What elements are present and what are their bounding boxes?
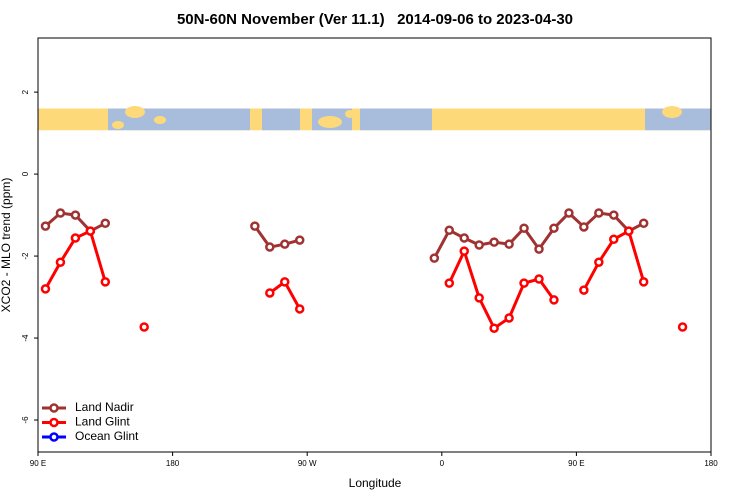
point <box>444 278 455 288</box>
legend-label: Land Nadir <box>75 400 134 414</box>
point <box>265 242 275 252</box>
point <box>100 218 111 229</box>
band-ocean <box>262 108 300 131</box>
point <box>444 225 455 235</box>
point <box>280 239 290 249</box>
point <box>623 226 634 236</box>
point <box>459 233 469 243</box>
legend-label: Land Glint <box>75 415 130 429</box>
legend-marker <box>49 432 59 442</box>
point <box>280 277 290 287</box>
point <box>474 293 484 303</box>
y-tick-label: 0 <box>21 171 30 176</box>
chart-title: 50N-60N November (Ver 11.1) 2014-09-06 t… <box>177 11 573 28</box>
band-land-patch <box>125 106 145 118</box>
point <box>294 235 305 245</box>
point <box>265 288 275 298</box>
y-tick-label: 2 <box>21 89 30 94</box>
point <box>594 257 604 267</box>
series-line <box>253 225 301 249</box>
band-land-patch <box>154 116 166 124</box>
point <box>534 244 544 254</box>
point <box>549 223 559 233</box>
x-tick-label: 180 <box>704 459 718 468</box>
legend-label: Ocean Glint <box>75 429 139 443</box>
point <box>638 218 649 229</box>
point <box>139 322 149 332</box>
point <box>459 246 469 256</box>
point <box>85 226 96 236</box>
band-land-patch <box>318 116 342 128</box>
x-tick-label: 90 E <box>30 459 46 468</box>
point <box>534 274 544 284</box>
band-ocean <box>645 108 711 131</box>
point <box>677 322 688 332</box>
point <box>294 304 305 314</box>
point <box>489 323 499 333</box>
point <box>609 210 619 220</box>
band-land-patch <box>345 110 355 118</box>
point <box>609 234 619 245</box>
point <box>594 208 604 218</box>
point <box>519 223 529 233</box>
y-tick-label: -4 <box>21 334 30 342</box>
point <box>519 278 529 288</box>
legend-marker <box>49 417 59 428</box>
plot-frame <box>37 37 712 453</box>
point <box>579 285 589 295</box>
point <box>489 237 499 247</box>
point <box>70 210 81 220</box>
point <box>40 284 51 294</box>
point <box>55 208 66 218</box>
x-tick-label: 90 W <box>298 459 317 468</box>
point <box>564 208 574 218</box>
x-tick-label: 90 E <box>568 459 584 468</box>
x-tick-label: 0 <box>440 459 445 468</box>
map-band <box>38 106 711 131</box>
y-tick-label: -6 <box>21 416 30 424</box>
point <box>638 277 649 287</box>
y-axis-label: XCO2 - MLO trend (ppm) <box>0 178 13 313</box>
x-axis-label: Longitude <box>349 476 402 490</box>
point <box>250 221 260 231</box>
point <box>504 239 514 249</box>
point <box>429 253 440 263</box>
point <box>504 313 514 323</box>
point <box>70 233 81 243</box>
x-tick-label: 180 <box>166 459 180 468</box>
band-land-patch <box>662 106 682 118</box>
point <box>579 222 589 232</box>
legend-marker <box>49 403 59 413</box>
point <box>55 257 66 267</box>
point <box>474 240 484 250</box>
point <box>40 221 51 231</box>
band-ocean <box>360 108 432 131</box>
point <box>100 277 111 287</box>
series-line <box>447 247 556 331</box>
band-land-patch <box>112 121 124 129</box>
y-tick-label: -2 <box>21 252 30 260</box>
point <box>549 295 559 305</box>
